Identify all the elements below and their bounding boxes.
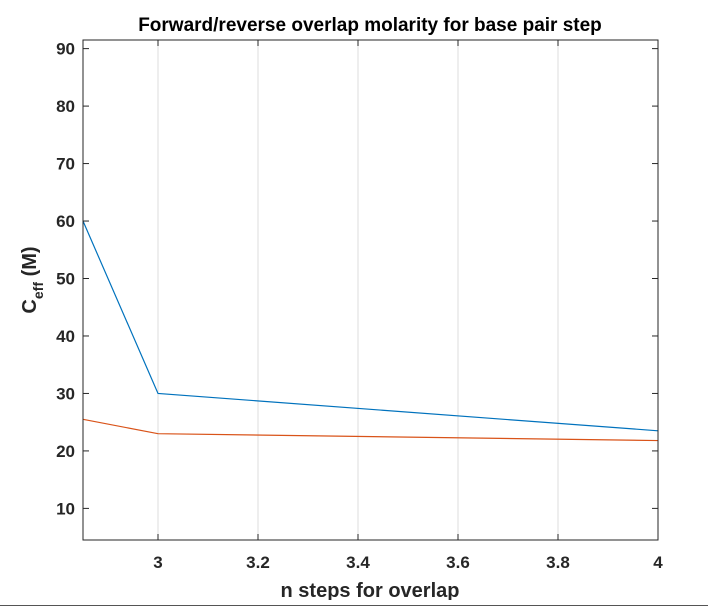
y-axis-label-sub: eff — [30, 282, 46, 299]
y-tick-label: 30 — [56, 384, 75, 403]
y-tick-label: 10 — [56, 499, 75, 518]
y-axis-label-unit-text: (M) — [19, 246, 41, 276]
x-axis-label: n steps for overlap — [281, 580, 460, 600]
cropped-footer — [0, 600, 708, 610]
ticks: 3 3.2 3.4 3.6 3.8 4 10 20 30 40 50 60 70 80 90 — [56, 40, 663, 572]
y-axis-label: Ceff (M) — [19, 246, 46, 313]
series-layer — [82, 220, 659, 442]
y-tick-label: 70 — [56, 155, 75, 174]
y-tick-label: 80 — [56, 97, 75, 116]
y-tick-label: 90 — [56, 40, 75, 59]
x-tick-label: 3.6 — [446, 553, 470, 572]
y-axis-label-main: C — [19, 299, 41, 313]
series-line-2 — [82, 418, 659, 442]
footer-rule — [0, 605, 708, 606]
y-tick-label: 50 — [56, 270, 75, 289]
x-tick-label: 3.2 — [246, 553, 270, 572]
grid — [157, 40, 659, 540]
y-tick-label: 40 — [56, 327, 75, 346]
y-tick-label: 20 — [56, 442, 75, 461]
x-tick-label: 3.8 — [546, 553, 570, 572]
y-tick-label: 60 — [56, 212, 75, 231]
chart-title: Forward/reverse overlap molarity for bas… — [138, 15, 602, 36]
x-tick-label: 4 — [653, 553, 663, 572]
x-tick-label: 3 — [153, 553, 162, 572]
x-tick-label: 3.4 — [346, 553, 370, 572]
series-line-1 — [82, 220, 659, 432]
plot-frame — [82, 39, 659, 541]
